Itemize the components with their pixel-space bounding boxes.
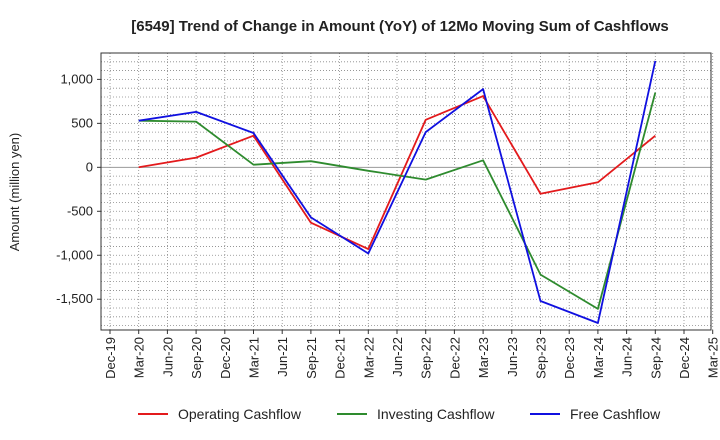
y-tick-label: 500 <box>71 115 93 130</box>
series-line-investing-cashflow <box>138 92 657 310</box>
y-tick-label: -500 <box>67 203 93 218</box>
x-tick-label: Mar-23 <box>476 337 491 378</box>
x-tick-label: Jun-20 <box>160 337 175 377</box>
x-tick-label: Dec-22 <box>447 337 462 379</box>
x-tick-label: Mar-24 <box>591 337 606 378</box>
legend-label: Free Cashflow <box>570 406 661 422</box>
series-lines <box>138 60 657 324</box>
x-tick-label: Dec-23 <box>562 337 577 379</box>
x-tick-label: Jun-24 <box>620 337 635 377</box>
y-tick-label: 0 <box>86 159 93 174</box>
x-tick-label: Dec-20 <box>218 337 233 379</box>
x-tick-label: Sep-24 <box>648 337 663 379</box>
x-tick-label: Dec-21 <box>333 337 348 379</box>
y-tick-label: 1,000 <box>60 71 93 86</box>
y-tick-label: -1,000 <box>56 247 93 262</box>
x-tick-label: Sep-23 <box>534 337 549 379</box>
x-tick-label: Sep-21 <box>304 337 319 379</box>
y-tick-label: -1,500 <box>56 291 93 306</box>
legend-label: Operating Cashflow <box>178 406 302 422</box>
plot-frame <box>100 52 712 331</box>
chart-title: [6549] Trend of Change in Amount (YoY) o… <box>131 18 669 35</box>
grid <box>101 52 714 330</box>
y-axis-ticks: 1,000 500 0 -500 -1,000 -1,500 <box>56 71 101 306</box>
x-tick-label: Dec-19 <box>103 337 118 379</box>
series-line-free-cashflow <box>138 60 657 324</box>
legend: Operating Cashflow Investing Cashflow Free… <box>138 406 661 422</box>
x-tick-label: Sep-20 <box>189 337 204 379</box>
x-tick-label: Mar-22 <box>361 337 376 378</box>
legend-label: Investing Cashflow <box>377 406 495 422</box>
x-axis-ticks: Dec-19 Mar-20 Jun-20 Sep-20 Dec-20 Mar-21 Jun-… <box>103 330 720 379</box>
y-axis-label: Amount (million yen) <box>7 133 22 252</box>
x-tick-label: Dec-24 <box>677 337 692 379</box>
x-tick-label: Jun-22 <box>390 337 405 377</box>
x-tick-label: Jun-21 <box>275 337 290 377</box>
x-tick-label: Sep-22 <box>419 337 434 379</box>
x-tick-label: Mar-25 <box>706 337 720 378</box>
x-tick-label: Mar-21 <box>247 337 262 378</box>
x-tick-label: Jun-23 <box>505 337 520 377</box>
x-tick-label: Mar-20 <box>132 337 147 378</box>
series-line-operating-cashflow <box>138 95 656 251</box>
